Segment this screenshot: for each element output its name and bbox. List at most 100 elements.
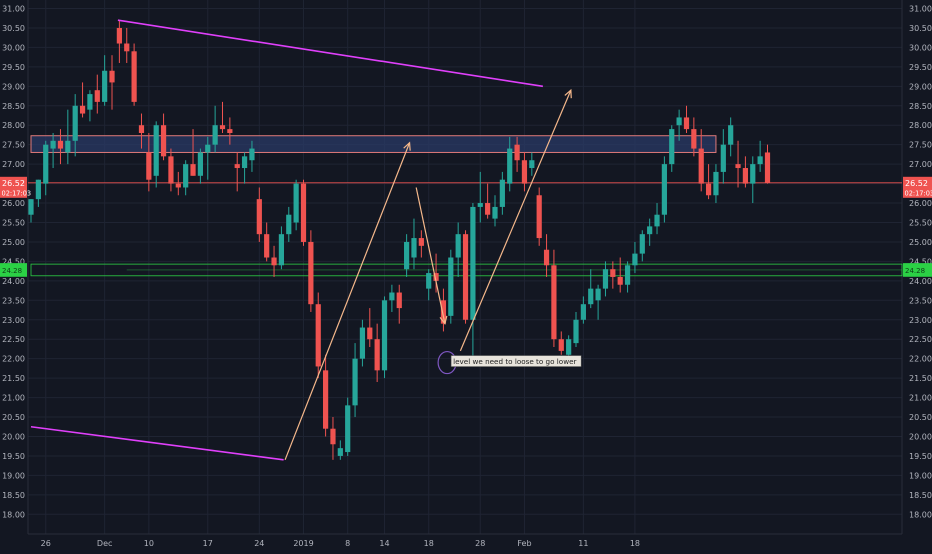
time-tick-label: Feb — [517, 539, 531, 548]
left-tick-label: 27.00 — [2, 160, 25, 169]
bar-countdown-label: 02:17:03 — [905, 189, 932, 197]
right-tick-label: 28.50 — [909, 102, 932, 111]
left-tick-label: 30.50 — [2, 24, 25, 33]
candle-body — [610, 269, 615, 277]
candle[interactable] — [382, 296, 387, 378]
left-tick-label: 28.00 — [2, 121, 25, 130]
candle[interactable] — [316, 293, 321, 379]
right-tick-label: 19.00 — [909, 471, 932, 480]
right-tick-label: 23.00 — [909, 316, 932, 325]
right-tick-label: 28.00 — [909, 121, 932, 130]
candle-body — [28, 199, 33, 215]
time-tick-label: 17 — [203, 539, 213, 548]
right-tick-label: 30.50 — [909, 24, 932, 33]
right-tick-label: 25.00 — [909, 238, 932, 247]
candle-body — [242, 156, 247, 168]
time-tick-label: 10 — [144, 539, 154, 548]
candle-body — [654, 215, 659, 227]
time-tick-label: Dec — [97, 539, 112, 548]
right-tick-label: 29.50 — [909, 63, 932, 72]
candle-body — [573, 320, 578, 343]
candle-body — [765, 152, 770, 182]
candle-body — [706, 184, 711, 196]
candle-body — [514, 145, 519, 161]
candle-body — [382, 300, 387, 370]
candle-body — [50, 141, 55, 149]
candle-body — [721, 145, 726, 172]
candle-body — [117, 28, 122, 44]
candle-body — [271, 258, 276, 266]
candle[interactable] — [463, 230, 468, 323]
left-tick-label: 31.00 — [2, 5, 25, 14]
left-tick-label: 19.00 — [2, 471, 25, 480]
candle-body — [677, 117, 682, 125]
candle-body — [58, 141, 63, 149]
time-tick-label: 18 — [424, 539, 434, 548]
support-zone-axis-label: 24.28 — [2, 267, 22, 275]
candle-body — [65, 141, 70, 153]
support-zone-axis-label: 24.28 — [905, 267, 925, 275]
candle-body — [279, 234, 284, 265]
candle-body — [478, 203, 483, 207]
left-tick-label: 20.50 — [2, 413, 25, 422]
right-tick-label: 27.50 — [909, 141, 932, 150]
candle-body — [691, 129, 696, 148]
left-tick-label: 21.50 — [2, 374, 25, 383]
candle-body — [581, 304, 586, 320]
candle[interactable] — [662, 156, 667, 222]
candle-body — [205, 145, 210, 153]
candle-body — [632, 254, 637, 266]
time-tick-label: 2019 — [293, 539, 313, 548]
candle[interactable] — [537, 187, 542, 245]
candle-body — [743, 168, 748, 184]
right-tick-label: 26.00 — [909, 199, 932, 208]
candle[interactable] — [448, 250, 453, 324]
candle-body — [338, 448, 343, 456]
right-tick-label: 29.00 — [909, 82, 932, 91]
candle-body — [168, 156, 173, 183]
time-tick-label: 8 — [345, 539, 350, 548]
candle[interactable] — [301, 180, 306, 246]
resistance-zone[interactable] — [31, 136, 716, 153]
candle-body — [529, 160, 534, 168]
left-tick-label: 18.50 — [2, 491, 25, 500]
candle-body — [95, 90, 100, 102]
candle-body — [139, 125, 144, 133]
candle-body — [345, 405, 350, 452]
candle-body — [537, 195, 542, 238]
right-tick-label: 21.00 — [909, 394, 932, 403]
candle-body — [198, 152, 203, 175]
right-tick-label: 25.50 — [909, 218, 932, 227]
candle-body — [507, 149, 512, 184]
candle-body — [360, 328, 365, 359]
candle-body — [404, 242, 409, 269]
candle-body — [713, 172, 718, 195]
candle-body — [389, 293, 394, 301]
candle-body — [426, 273, 431, 289]
candle[interactable] — [132, 44, 137, 106]
left-tick-label: 30.00 — [2, 43, 25, 52]
candle[interactable] — [308, 230, 313, 312]
time-tick-label: 24 — [254, 539, 264, 548]
candle-body — [73, 106, 78, 141]
left-tick-label: 26.00 — [2, 199, 25, 208]
candle-body — [411, 238, 416, 257]
candle-body — [596, 289, 601, 301]
candle-body — [124, 44, 129, 52]
candle-body — [154, 125, 159, 176]
candle-body — [146, 152, 151, 179]
candle[interactable] — [345, 398, 350, 456]
candle-body — [286, 215, 291, 234]
candle-body — [235, 164, 240, 168]
left-tick-label: 23.50 — [2, 296, 25, 305]
candle-body — [132, 51, 137, 102]
left-tick-label: 20.00 — [2, 432, 25, 441]
left-tick-label: 27.50 — [2, 141, 25, 150]
candle-body — [522, 160, 527, 183]
candle-body — [80, 106, 85, 114]
candle-body — [36, 180, 41, 199]
time-tick-label: 26 — [41, 539, 51, 548]
right-tick-label: 31.00 — [909, 5, 932, 14]
